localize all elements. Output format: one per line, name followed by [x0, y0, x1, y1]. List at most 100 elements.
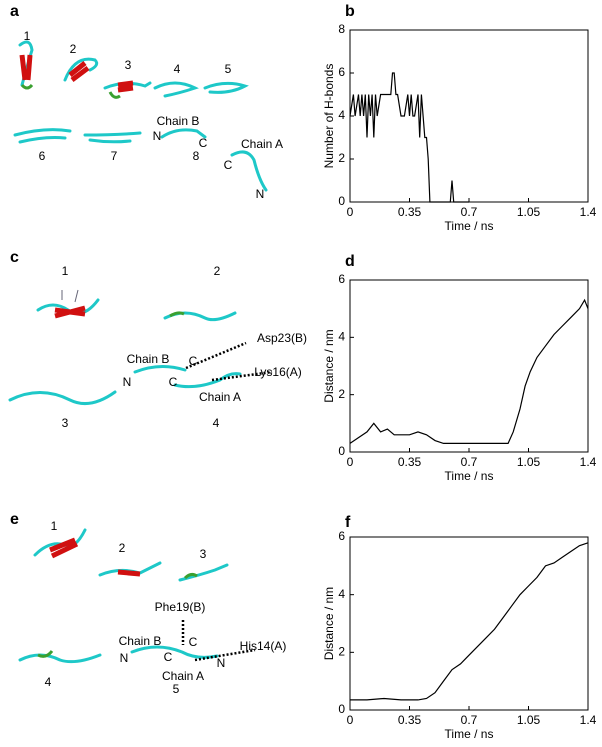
structure-label: Asp23(B) [257, 331, 307, 345]
x-axis-label: Time / ns [445, 727, 494, 741]
structure [13, 128, 72, 144]
molecule-drawings [8, 40, 273, 664]
structure-label: Chain B [119, 634, 162, 648]
structure-label: 1 [51, 519, 58, 533]
structure [230, 150, 268, 192]
structure-label: 6 [39, 149, 46, 163]
structure-label: C [164, 650, 173, 664]
x-tick-label: 0.35 [398, 205, 422, 219]
structure-label: C [224, 158, 233, 172]
structure-label: C [169, 375, 178, 389]
structure [203, 81, 249, 94]
structure-label: 2 [70, 42, 77, 56]
structure [83, 131, 142, 144]
structure-label: Phe19(B) [155, 600, 206, 614]
y-axis-label: Distance / nm [322, 587, 336, 660]
y-tick-label: 0 [338, 444, 345, 458]
panel-letter: e [10, 511, 19, 528]
structure-label: 3 [125, 58, 132, 72]
x-tick-label: 0.35 [398, 455, 422, 469]
structure-label: 3 [200, 547, 207, 561]
structure-label: N [120, 651, 129, 665]
y-tick-label: 4 [338, 330, 345, 344]
structure [133, 365, 242, 389]
structure-label: N [153, 129, 162, 143]
panel-letter: b [345, 3, 355, 20]
structure-label: 7 [111, 149, 118, 163]
y-tick-label: 4 [338, 587, 345, 601]
structure [19, 54, 33, 81]
x-axis-label: Time / ns [445, 219, 494, 233]
structure-label: 4 [174, 62, 181, 76]
structure [117, 80, 134, 93]
x-tick-label: 1.4 [580, 455, 597, 469]
y-tick-label: 0 [338, 194, 345, 208]
structure-label: C [189, 354, 198, 368]
structure-label: 8 [193, 149, 200, 163]
y-tick-label: 2 [338, 387, 345, 401]
structure-label: N [123, 375, 132, 389]
x-tick-label: 1.4 [580, 205, 597, 219]
y-tick-label: 6 [338, 529, 345, 543]
structure [108, 91, 121, 99]
panel-letter: a [10, 3, 19, 20]
panel-letter: d [345, 253, 355, 270]
structure-label: 1 [24, 29, 31, 43]
structure [183, 572, 198, 580]
x-tick-label: 0.7 [461, 713, 478, 727]
structure-label: His14(A) [240, 639, 287, 653]
structure [130, 645, 219, 659]
x-tick-label: 1.05 [517, 455, 541, 469]
x-tick-label: 0 [347, 455, 354, 469]
structure-label: N [217, 656, 226, 670]
plot-frame [349, 29, 589, 203]
structure-label: 2 [214, 264, 221, 278]
structure-label: Chain A [162, 669, 204, 683]
structure [63, 57, 99, 82]
structure-label: Chain A [241, 137, 283, 151]
y-tick-label: 6 [338, 65, 345, 79]
structure-label: C [199, 136, 208, 150]
structure-label: N [256, 187, 265, 201]
x-tick-label: 1.4 [580, 713, 597, 727]
structure [20, 83, 34, 90]
structure [8, 390, 117, 406]
x-tick-label: 0 [347, 205, 354, 219]
structure-label: 1 [62, 264, 69, 278]
data-line [350, 542, 589, 701]
structure-label: 2 [119, 541, 126, 555]
y-tick-label: 6 [338, 272, 345, 286]
structure-label: Chain A [199, 390, 241, 404]
x-axis-label: Time / ns [445, 469, 494, 483]
y-tick-label: 8 [338, 22, 345, 36]
structure [18, 653, 102, 664]
pointer [181, 620, 256, 662]
plot-frame [349, 279, 589, 453]
structure-label: Chain B [127, 352, 170, 366]
y-tick-label: 4 [338, 108, 345, 122]
structure-label: 3 [62, 416, 69, 430]
structure [160, 128, 207, 139]
y-tick-label: 2 [338, 151, 345, 165]
structure-label: 5 [225, 62, 232, 76]
structure [169, 311, 185, 318]
structure [61, 289, 79, 303]
data-line [349, 72, 469, 203]
structure-label: Lys16(A) [254, 365, 302, 379]
structure-label: C [189, 635, 198, 649]
x-tick-label: 0.35 [398, 713, 422, 727]
structure-label: 5 [173, 682, 180, 696]
structure [54, 305, 86, 319]
pointer [185, 341, 273, 382]
structure [178, 563, 229, 582]
panel-letter: c [10, 249, 19, 266]
x-tick-label: 0.7 [461, 205, 478, 219]
structure-label: 4 [45, 675, 52, 689]
x-tick-label: 1.05 [517, 713, 541, 727]
structure [117, 569, 141, 577]
panel-letter: f [345, 514, 351, 531]
x-tick-label: 1.05 [517, 205, 541, 219]
structure-label: Chain B [157, 114, 200, 128]
structure [153, 81, 199, 98]
